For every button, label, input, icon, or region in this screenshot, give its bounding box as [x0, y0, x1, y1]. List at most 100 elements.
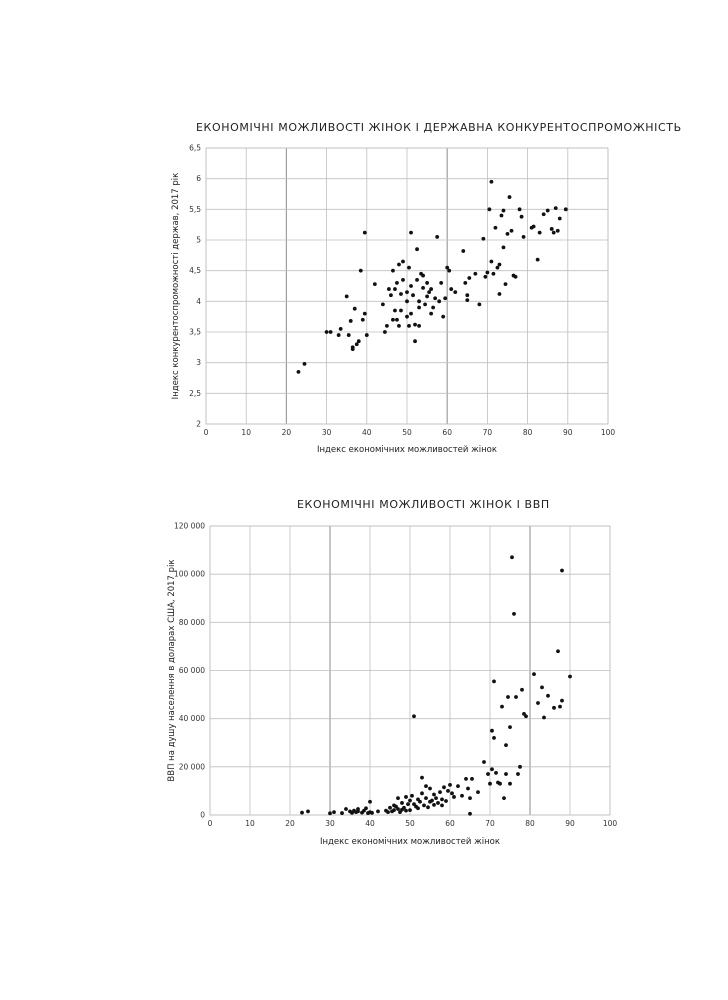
data-point — [514, 695, 518, 699]
data-point — [501, 245, 506, 250]
data-point — [346, 333, 351, 337]
x-tick-label: 80 — [523, 428, 533, 437]
data-point — [440, 803, 444, 808]
data-point — [503, 282, 508, 287]
data-point — [555, 228, 560, 233]
x-axis-label: Індекс економічних можливостей жінок — [320, 837, 500, 847]
data-point — [488, 781, 492, 786]
y-tick-label: 0 — [200, 811, 205, 820]
data-point — [493, 225, 498, 230]
data-point — [408, 808, 412, 813]
data-point — [393, 287, 397, 291]
data-point — [504, 743, 508, 748]
data-point — [360, 317, 365, 322]
data-point — [352, 306, 357, 311]
data-point — [560, 568, 564, 573]
data-point — [542, 715, 546, 720]
y-tick-label: 60 000 — [179, 666, 205, 675]
data-point — [464, 776, 468, 781]
data-point — [424, 796, 428, 801]
data-point — [541, 212, 546, 217]
data-point — [410, 793, 414, 798]
y-tick-label: 5 — [196, 236, 201, 245]
data-point — [348, 319, 353, 323]
data-point — [466, 786, 470, 791]
data-point — [500, 704, 504, 709]
data-point — [501, 208, 506, 213]
data-point — [507, 195, 512, 199]
data-point — [437, 299, 442, 304]
data-point — [436, 801, 440, 805]
x-tick-label: 50 — [402, 428, 412, 437]
y-tick-label: 120 000 — [174, 522, 205, 531]
data-point — [421, 273, 425, 278]
data-point — [401, 277, 405, 282]
data-point — [492, 679, 496, 684]
data-point — [502, 796, 506, 801]
data-point — [372, 282, 377, 287]
data-point — [560, 698, 564, 703]
data-point — [340, 811, 344, 815]
data-point — [395, 317, 399, 322]
data-point — [504, 772, 508, 776]
data-point — [490, 767, 494, 772]
y-tick-label: 6 — [196, 174, 201, 183]
data-point — [391, 317, 395, 322]
data-point — [420, 791, 424, 796]
data-point — [418, 799, 422, 804]
data-point — [425, 294, 429, 299]
data-point — [446, 789, 450, 793]
data-point — [557, 216, 562, 221]
x-tick-label: 0 — [208, 819, 213, 828]
data-point — [406, 802, 410, 807]
data-point — [354, 342, 359, 347]
data-point — [344, 807, 348, 811]
data-point — [445, 265, 450, 270]
y-tick-label: 40 000 — [179, 714, 205, 723]
data-point — [399, 308, 403, 313]
data-point — [408, 798, 412, 803]
data-point — [364, 333, 369, 337]
data-point — [461, 249, 466, 253]
data-point — [415, 247, 419, 252]
data-point — [568, 674, 572, 679]
data-point — [448, 782, 452, 787]
data-point — [520, 687, 524, 692]
data-point — [516, 772, 520, 776]
data-point — [439, 281, 444, 285]
data-point — [551, 230, 556, 235]
data-point — [435, 235, 440, 239]
data-point — [358, 268, 363, 273]
data-point — [508, 725, 512, 729]
data-point — [497, 262, 502, 267]
data-point — [405, 290, 409, 295]
data-point — [328, 811, 332, 816]
x-tick-label: 70 — [485, 819, 495, 828]
data-point — [386, 810, 390, 815]
y-tick-label: 4,5 — [189, 266, 201, 275]
data-point — [415, 277, 419, 282]
data-point — [510, 555, 514, 560]
data-point — [409, 230, 413, 235]
data-point — [332, 810, 336, 815]
data-point — [412, 714, 416, 719]
data-point — [417, 305, 421, 310]
data-point — [423, 302, 427, 307]
x-tick-label: 100 — [601, 428, 616, 437]
data-point — [416, 806, 420, 811]
y-tick-label: 3,5 — [189, 328, 201, 337]
data-point — [477, 302, 482, 307]
data-point — [392, 808, 396, 813]
data-point — [495, 265, 500, 270]
x-axis-label: Індекс економічних можливостей жінок — [317, 445, 497, 455]
x-tick-label: 10 — [241, 428, 251, 437]
data-point — [396, 807, 400, 811]
data-point — [531, 224, 536, 229]
data-point — [306, 809, 310, 814]
y-tick-label: 6,5 — [189, 144, 201, 153]
data-point — [417, 299, 421, 304]
data-point — [513, 274, 518, 279]
data-point — [465, 293, 470, 298]
x-tick-label: 40 — [362, 428, 372, 437]
data-point — [519, 214, 524, 219]
